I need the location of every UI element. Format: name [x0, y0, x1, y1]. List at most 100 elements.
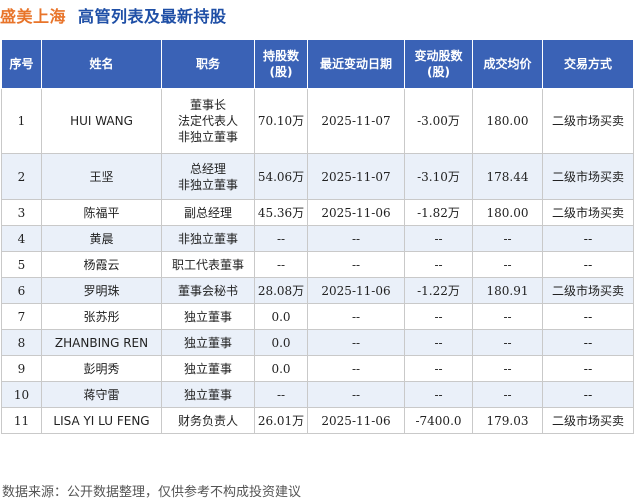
- cell-date: 2025-11-06: [307, 199, 405, 226]
- role-line: 独立董事: [183, 335, 232, 350]
- table-row: 7 张苏彤 独立董事 0.0 -- -- -- --: [1, 303, 634, 330]
- cell-date: 2025-11-07: [307, 153, 405, 200]
- cell-date: --: [307, 381, 405, 408]
- role-line: 独立董事: [183, 309, 232, 324]
- cell-change: --: [404, 381, 473, 408]
- col-header-role: 职务: [161, 39, 255, 89]
- cell-no: 2: [1, 153, 42, 200]
- page-title: 高管列表及最新持股: [78, 7, 227, 26]
- role-line: 独立董事: [183, 387, 232, 402]
- cell-role: 独立董事: [161, 303, 255, 330]
- cell-price: --: [472, 303, 543, 330]
- cell-mode: --: [542, 225, 634, 252]
- cell-mode: --: [542, 329, 634, 356]
- cell-role: 独立董事: [161, 329, 255, 356]
- table-row: 6 罗明珠 董事会秘书 28.08万 2025-11-06 -1.22万 180.91 二级市…: [1, 277, 634, 304]
- cell-name: 蒋守雷: [41, 381, 162, 408]
- role-line: 非独立董事: [177, 177, 238, 192]
- cell-shares: 28.08万: [254, 277, 308, 304]
- col-header-change: 变动股数 (股): [404, 39, 473, 89]
- table-header-row: 序号 姓名 职务 持股数 (股) 最近变动日期 变动股数 (股) 成交均价 交易方式: [1, 39, 634, 89]
- cell-shares: 0.0: [254, 329, 308, 356]
- cell-change: -7400.0: [404, 407, 473, 434]
- cell-date: --: [307, 303, 405, 330]
- table-row: 4 黄晨 非独立董事 -- -- -- -- --: [1, 225, 634, 252]
- cell-date: --: [307, 329, 405, 356]
- cell-no: 8: [1, 329, 42, 356]
- role-line: 非独立董事: [177, 130, 238, 144]
- cell-mode: --: [542, 381, 634, 408]
- cell-role: 总经理 非独立董事: [161, 153, 255, 200]
- cell-no: 7: [1, 303, 42, 330]
- cell-price: 180.91: [472, 277, 543, 304]
- cell-change: -1.82万: [404, 199, 473, 226]
- cell-change: -1.22万: [404, 277, 473, 304]
- table-row: 3 陈福平 副总经理 45.36万 2025-11-06 -1.82万 180.00 二级市场…: [1, 199, 634, 226]
- cell-date: 2025-11-06: [307, 407, 405, 434]
- cell-mode: 二级市场买卖: [542, 277, 634, 304]
- cell-name: 陈福平: [41, 199, 162, 226]
- cell-shares: 0.0: [254, 303, 308, 330]
- cell-name: HUI WANG: [41, 88, 162, 154]
- cell-shares: 0.0: [254, 355, 308, 382]
- cell-price: 180.00: [472, 199, 543, 226]
- col-header-no: 序号: [1, 39, 42, 89]
- cell-price: 178.44: [472, 153, 543, 200]
- table-row: 11 LISA YI LU FENG 财务负责人 26.01万 2025-11-06 -7…: [1, 407, 634, 434]
- table-row: 5 杨霞云 职工代表董事 -- -- -- -- --: [1, 251, 634, 278]
- cell-shares: 45.36万: [254, 199, 308, 226]
- cell-name: 罗明珠: [41, 277, 162, 304]
- cell-name: ZHANBING REN: [41, 329, 162, 356]
- cell-change: --: [404, 355, 473, 382]
- col-header-date: 最近变动日期: [307, 39, 405, 89]
- cell-no: 11: [1, 407, 42, 434]
- executives-table: 序号 姓名 职务 持股数 (股) 最近变动日期 变动股数 (股) 成交均价 交易方式…: [1, 39, 634, 434]
- cell-shares: --: [254, 225, 308, 252]
- cell-price: --: [472, 251, 543, 278]
- cell-name: 张苏彤: [41, 303, 162, 330]
- role-line: 职工代表董事: [171, 257, 244, 272]
- cell-date: --: [307, 225, 405, 252]
- cell-mode: 二级市场买卖: [542, 199, 634, 226]
- cell-mode: --: [542, 355, 634, 382]
- cell-price: --: [472, 381, 543, 408]
- cell-mode: --: [542, 251, 634, 278]
- col-header-shares: 持股数 (股): [254, 39, 308, 89]
- cell-change: --: [404, 225, 473, 252]
- cell-name: 王坚: [41, 153, 162, 200]
- col-header-mode: 交易方式: [542, 39, 634, 89]
- cell-price: 179.03: [472, 407, 543, 434]
- data-source-note: 数据来源：公开数据整理，仅供参考不构成投资建议: [2, 485, 302, 500]
- role-line: 法定代表人: [177, 114, 238, 128]
- cell-date: 2025-11-07: [307, 88, 405, 154]
- cell-change: --: [404, 303, 473, 330]
- cell-role: 董事长 法定代表人 非独立董事: [161, 88, 255, 154]
- cell-shares: 70.10万: [254, 88, 308, 154]
- cell-role: 独立董事: [161, 355, 255, 382]
- cell-change: -3.00万: [404, 88, 473, 154]
- cell-no: 3: [1, 199, 42, 226]
- cell-mode: --: [542, 303, 634, 330]
- page-title-row: 盛美上海 高管列表及最新持股: [0, 3, 227, 27]
- role-line: 董事会秘书: [177, 283, 238, 298]
- cell-name: 彭明秀: [41, 355, 162, 382]
- cell-name: 黄晨: [41, 225, 162, 252]
- cell-change: --: [404, 251, 473, 278]
- table-row: 8 ZHANBING REN 独立董事 0.0 -- -- -- --: [1, 329, 634, 356]
- cell-mode: 二级市场买卖: [542, 88, 634, 154]
- cell-shares: --: [254, 251, 308, 278]
- cell-no: 10: [1, 381, 42, 408]
- cell-price: 180.00: [472, 88, 543, 154]
- cell-no: 4: [1, 225, 42, 252]
- cell-date: 2025-11-06: [307, 277, 405, 304]
- cell-no: 5: [1, 251, 42, 278]
- cell-change: --: [404, 329, 473, 356]
- cell-no: 9: [1, 355, 42, 382]
- cell-role: 职工代表董事: [161, 251, 255, 278]
- cell-name: 杨霞云: [41, 251, 162, 278]
- cell-price: --: [472, 329, 543, 356]
- cell-no: 6: [1, 277, 42, 304]
- cell-shares: --: [254, 381, 308, 408]
- company-name: 盛美上海: [0, 7, 67, 26]
- table-row: 9 彭明秀 独立董事 0.0 -- -- -- --: [1, 355, 634, 382]
